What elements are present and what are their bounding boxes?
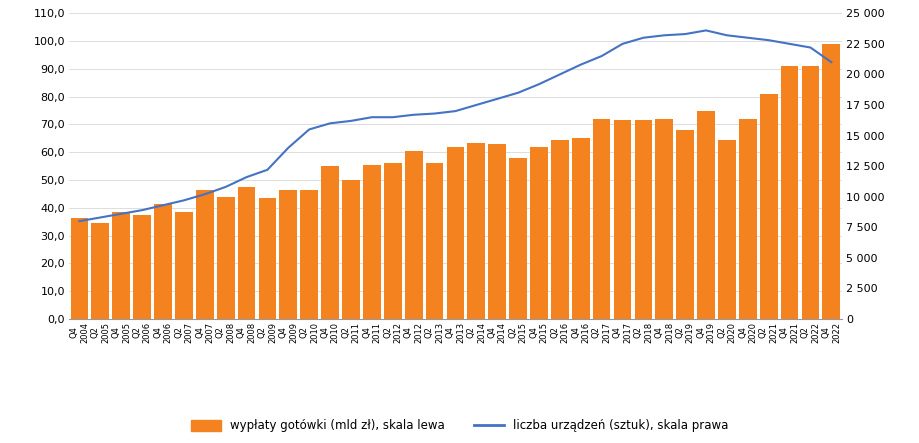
Bar: [550, 140, 568, 319]
Bar: [697, 111, 714, 319]
Bar: [404, 151, 422, 319]
Bar: [654, 119, 673, 319]
Bar: [321, 166, 338, 319]
Bar: [800, 66, 819, 319]
Bar: [738, 119, 755, 319]
Bar: [425, 163, 443, 319]
Bar: [572, 138, 589, 319]
Bar: [154, 204, 172, 319]
Bar: [91, 223, 109, 319]
Bar: [196, 190, 213, 319]
Bar: [822, 44, 839, 319]
Bar: [175, 212, 193, 319]
Bar: [279, 190, 297, 319]
Bar: [780, 66, 798, 319]
Bar: [446, 147, 464, 319]
Bar: [71, 218, 88, 319]
Bar: [488, 144, 505, 319]
Bar: [383, 163, 402, 319]
Bar: [342, 180, 359, 319]
Bar: [508, 158, 527, 319]
Bar: [217, 197, 234, 319]
Bar: [363, 165, 380, 319]
Legend: wypłaty gotówki (mld zł), skala lewa, liczba urządzeń (sztuk), skala prawa: wypłaty gotówki (mld zł), skala lewa, li…: [187, 415, 732, 437]
Bar: [467, 143, 484, 319]
Bar: [759, 94, 777, 319]
Bar: [634, 120, 652, 319]
Bar: [592, 119, 610, 319]
Bar: [258, 198, 276, 319]
Bar: [112, 212, 130, 319]
Bar: [133, 215, 151, 319]
Bar: [529, 147, 547, 319]
Bar: [675, 130, 693, 319]
Bar: [613, 120, 630, 319]
Bar: [717, 140, 735, 319]
Bar: [300, 190, 318, 319]
Bar: [237, 187, 255, 319]
